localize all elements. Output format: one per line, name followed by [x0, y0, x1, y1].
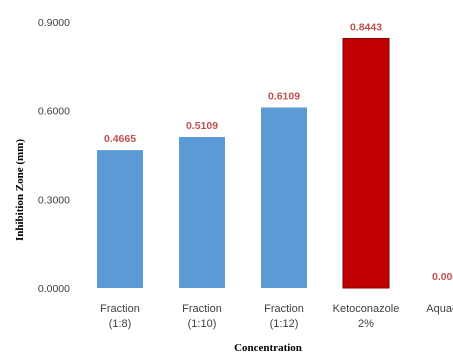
bars	[97, 37, 390, 289]
category-label: 2%	[358, 318, 374, 330]
category-label: (1:10)	[188, 318, 217, 330]
data-label: 0.0000	[432, 271, 453, 283]
data-label: 0.5109	[186, 120, 218, 132]
y-axis-title: Inhibition Zone (mm)	[14, 139, 26, 241]
bar	[179, 137, 225, 288]
bar	[342, 37, 390, 289]
category-label: Fraction	[264, 303, 304, 315]
x-axis-title: Concentration	[234, 342, 302, 354]
x-axis-categories: Fraction (1:8) Fraction (1:10) Fraction (1:12…	[100, 303, 453, 330]
data-labels: 0.4665 0.5109 0.6109 0.8443 0.0000	[104, 21, 453, 283]
y-tick-label: 0.0000	[38, 283, 70, 295]
y-tick-label: 0.6000	[38, 106, 70, 118]
category-label: Fraction	[182, 303, 222, 315]
y-tick-label: 0.9000	[38, 17, 70, 29]
category-label: Fraction	[100, 303, 140, 315]
y-axis-ticks: 0.0000 0.3000 0.6000 0.9000	[38, 17, 70, 295]
category-label: Ketoconazole	[333, 303, 400, 315]
category-label: Aquades	[426, 303, 453, 315]
data-label: 0.6109	[268, 90, 300, 102]
y-tick-label: 0.3000	[38, 194, 70, 206]
data-label: 0.4665	[104, 133, 136, 145]
category-label: (1:8)	[109, 318, 132, 330]
bar	[97, 150, 143, 288]
bar	[261, 107, 307, 288]
data-label: 0.8443	[350, 21, 382, 33]
category-label: (1:12)	[270, 318, 299, 330]
